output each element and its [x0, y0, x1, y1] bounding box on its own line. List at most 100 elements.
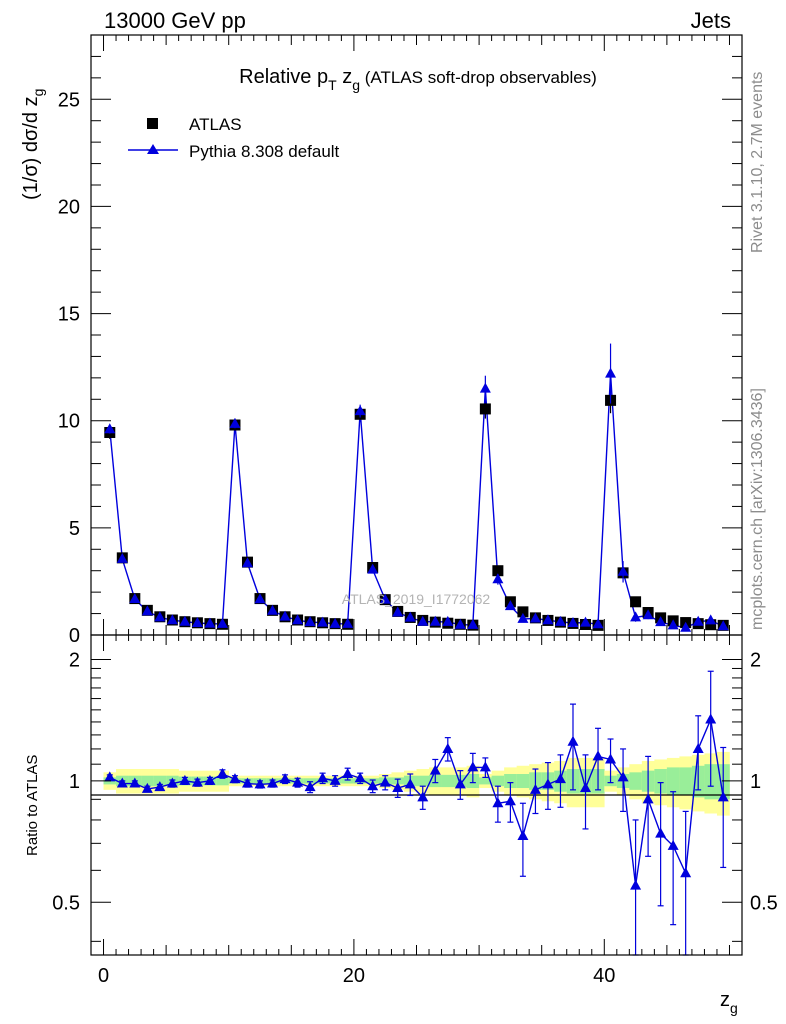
ratio-point [717, 791, 729, 802]
axis-ticks: 0 20 40 0 5 10 15 20 25 0.5 0.5 1 1 2 2 [52, 34, 778, 987]
ratio-point [429, 764, 441, 775]
pythia-point [529, 612, 541, 623]
ratio-point [630, 879, 642, 890]
atlas-point [479, 403, 491, 415]
pythia-point [554, 615, 566, 626]
pythia-point [329, 617, 341, 628]
pythia-point [492, 573, 504, 584]
y-tick-label-main: 0 [69, 625, 80, 647]
pythia-point [116, 552, 128, 563]
rivet-version-label: Rivet 3.1.10, 2.7M events [749, 72, 766, 253]
ratio-point [254, 778, 266, 789]
ratio-point [342, 768, 354, 779]
ratio-point [279, 773, 291, 784]
y-tick-label-main: 10 [58, 411, 80, 433]
pythia-point [592, 618, 604, 629]
ratio-point [204, 774, 216, 785]
pythia-point [166, 614, 178, 625]
pythia-point [542, 614, 554, 625]
ratio-point [367, 780, 379, 791]
pythia-point [680, 621, 692, 632]
ratio-band-inner [441, 774, 455, 788]
ratio-band-inner [153, 775, 167, 787]
pythia-point [442, 615, 454, 626]
ratio-band-inner [629, 772, 643, 790]
pythia-line [109, 373, 724, 629]
ratio-point [667, 839, 679, 850]
pythia-point [267, 604, 279, 615]
ratio-point [467, 761, 479, 772]
ratio-point [129, 777, 141, 788]
ratio-point [104, 771, 116, 782]
ratio-point [267, 777, 279, 788]
pythia-point [567, 617, 579, 627]
y-tick-label-main: 15 [58, 304, 80, 326]
ratio-point [116, 777, 128, 788]
pythia-point [655, 616, 667, 627]
pythia-point [454, 618, 466, 629]
pythia-point [417, 615, 429, 626]
ratio-point [580, 782, 592, 793]
ratio-band-inner [491, 775, 505, 787]
pythia-point [705, 614, 717, 625]
category-label: Jets [691, 8, 731, 33]
ratio-band-inner [679, 767, 693, 796]
ratio-point [166, 777, 178, 788]
ratio-band-inner [504, 774, 517, 789]
pythia-point [154, 611, 166, 622]
y-tick-label-ratio-right: 1 [750, 771, 761, 793]
pythia-point [292, 614, 304, 625]
x-tick-label: 20 [343, 965, 365, 987]
ratio-point [354, 772, 366, 783]
pythia-point [630, 611, 642, 622]
energy-label: 13000 GeV pp [104, 8, 246, 33]
ratio-point [617, 771, 629, 782]
ratio-point [492, 797, 504, 808]
atlas-point [492, 565, 504, 577]
legend-label-pythia: Pythia 8.308 default [189, 142, 340, 161]
ratio-point [642, 793, 654, 804]
ratio-point [229, 773, 241, 784]
pythia-point [504, 600, 516, 611]
pythia-point [467, 618, 479, 629]
ratio-point [404, 778, 416, 789]
x-tick-label: 0 [98, 965, 109, 987]
ratio-point [141, 782, 153, 793]
pythia-point [179, 615, 191, 626]
mcplots-reference-label: mcplots.cern.ch [arXiv:1306.3436] [749, 388, 766, 630]
y-tick-label-main: 5 [69, 518, 80, 540]
atlas-point [517, 606, 529, 618]
ratio-point [191, 776, 203, 787]
pythia-point [517, 612, 529, 623]
pythia-point [279, 610, 291, 621]
pythia-point [317, 616, 329, 627]
ratio-point [329, 774, 341, 785]
ratio-point [567, 735, 579, 746]
ratio-data-layer [104, 670, 729, 956]
ratio-point [592, 750, 604, 761]
ratio-point [241, 777, 253, 788]
pythia-point [429, 615, 441, 626]
ratio-point [504, 795, 516, 806]
ratio-point [605, 753, 617, 764]
ratio-band-inner [141, 775, 154, 787]
legend: ATLAS Pythia 8.308 default [128, 115, 340, 161]
y-tick-label-main: 20 [58, 196, 80, 218]
ratio-point [517, 829, 529, 840]
ratio-point [542, 778, 554, 789]
ratio-point [317, 772, 329, 783]
pythia-point [580, 616, 592, 627]
pythia-point [229, 417, 241, 428]
pythia-point [642, 609, 654, 620]
y-tick-label-ratio: 2 [69, 649, 80, 671]
pythia-point [129, 593, 141, 603]
main-data-layer [104, 343, 729, 632]
ratio-band-inner [654, 769, 668, 794]
pythia-point [254, 593, 266, 604]
pythia-point [667, 619, 679, 630]
pythia-point [191, 617, 203, 627]
pythia-point [717, 620, 729, 631]
ratio-point [554, 773, 566, 784]
pythia-point [241, 557, 253, 568]
